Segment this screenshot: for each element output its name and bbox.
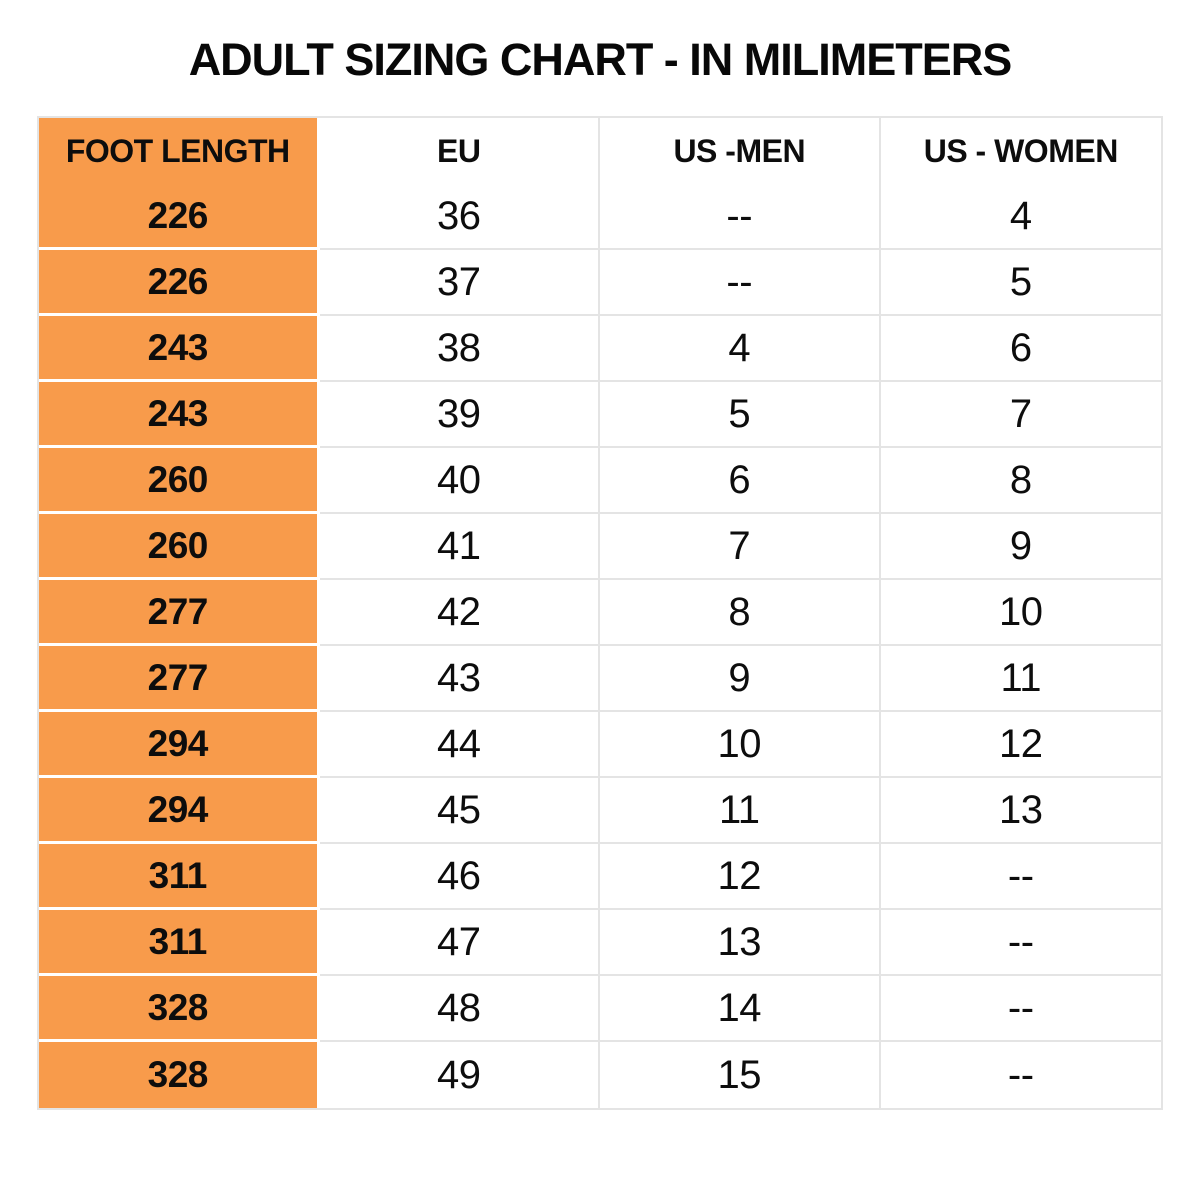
table-row: 243 39 5 7 xyxy=(39,382,1161,448)
table-cell: 15 xyxy=(600,1042,881,1108)
col-header-eu: EU xyxy=(319,118,600,184)
foot-length-cell: 260 xyxy=(39,448,320,514)
foot-length-cell: 328 xyxy=(39,1042,320,1108)
table-cell: -- xyxy=(880,1042,1161,1108)
table-cell: -- xyxy=(880,844,1161,910)
table-cell: 39 xyxy=(319,382,600,448)
foot-length-cell: 260 xyxy=(39,514,320,580)
table-cell: 41 xyxy=(319,514,600,580)
table-cell: 48 xyxy=(319,976,600,1042)
table-cell: 12 xyxy=(880,712,1161,778)
table-cell: 9 xyxy=(600,646,881,712)
table-cell: 6 xyxy=(880,316,1161,382)
table-header: FOOT LENGTH EU US -MEN US - WOMEN xyxy=(39,118,1161,184)
foot-length-cell: 277 xyxy=(39,646,320,712)
table-cell: 7 xyxy=(880,382,1161,448)
table-row: 328 49 15 -- xyxy=(39,1042,1161,1108)
table-cell: 10 xyxy=(880,580,1161,646)
table-cell: 12 xyxy=(600,844,881,910)
foot-length-cell: 226 xyxy=(39,250,320,316)
table-row: 260 41 7 9 xyxy=(39,514,1161,580)
table-cell: -- xyxy=(880,976,1161,1042)
foot-length-cell: 243 xyxy=(39,316,320,382)
foot-length-cell: 311 xyxy=(39,910,320,976)
table-row: 294 45 11 13 xyxy=(39,778,1161,844)
table-row: 294 44 10 12 xyxy=(39,712,1161,778)
table-cell: 5 xyxy=(880,250,1161,316)
col-header-foot-length: FOOT LENGTH xyxy=(39,118,320,184)
table-cell: 47 xyxy=(319,910,600,976)
table-cell: -- xyxy=(600,184,881,250)
table-cell: 44 xyxy=(319,712,600,778)
table-cell: 4 xyxy=(600,316,881,382)
table-cell: 8 xyxy=(880,448,1161,514)
header-row: FOOT LENGTH EU US -MEN US - WOMEN xyxy=(39,118,1161,184)
foot-length-cell: 243 xyxy=(39,382,320,448)
table-row: 226 37 -- 5 xyxy=(39,250,1161,316)
table-cell: 13 xyxy=(880,778,1161,844)
table-cell: 5 xyxy=(600,382,881,448)
table-row: 277 43 9 11 xyxy=(39,646,1161,712)
table-cell: 43 xyxy=(319,646,600,712)
col-header-us-men: US -MEN xyxy=(600,118,881,184)
table-cell: 8 xyxy=(600,580,881,646)
foot-length-cell: 294 xyxy=(39,712,320,778)
foot-length-cell: 328 xyxy=(39,976,320,1042)
table-row: 311 47 13 -- xyxy=(39,910,1161,976)
table-cell: 37 xyxy=(319,250,600,316)
table-row: 328 48 14 -- xyxy=(39,976,1161,1042)
table-cell: 46 xyxy=(319,844,600,910)
foot-length-cell: 226 xyxy=(39,184,320,250)
sizing-table: FOOT LENGTH EU US -MEN US - WOMEN 226 36 -- 4 2… xyxy=(37,116,1163,1110)
table-cell: 14 xyxy=(600,976,881,1042)
foot-length-cell: 294 xyxy=(39,778,320,844)
table-row: 311 46 12 -- xyxy=(39,844,1161,910)
table-row: 260 40 6 8 xyxy=(39,448,1161,514)
table-cell: 40 xyxy=(319,448,600,514)
col-header-us-women: US - WOMEN xyxy=(880,118,1161,184)
table-cell: -- xyxy=(600,250,881,316)
table-cell: 45 xyxy=(319,778,600,844)
table-cell: 7 xyxy=(600,514,881,580)
table-row: 277 42 8 10 xyxy=(39,580,1161,646)
table-cell: 4 xyxy=(880,184,1161,250)
foot-length-cell: 277 xyxy=(39,580,320,646)
table-cell: 36 xyxy=(319,184,600,250)
table-cell: 49 xyxy=(319,1042,600,1108)
table-cell: 6 xyxy=(600,448,881,514)
table-cell: 11 xyxy=(600,778,881,844)
table-cell: 38 xyxy=(319,316,600,382)
foot-length-cell: 311 xyxy=(39,844,320,910)
table-cell: 11 xyxy=(880,646,1161,712)
table-cell: 13 xyxy=(600,910,881,976)
table-cell: 9 xyxy=(880,514,1161,580)
table-row: 243 38 4 6 xyxy=(39,316,1161,382)
page-title: ADULT SIZING CHART - IN MILIMETERS xyxy=(188,34,1013,85)
table-row: 226 36 -- 4 xyxy=(39,184,1161,250)
table-cell: 10 xyxy=(600,712,881,778)
table-cell: -- xyxy=(880,910,1161,976)
table-cell: 42 xyxy=(319,580,600,646)
table-body: 226 36 -- 4 226 37 -- 5 243 38 4 6 243 39 5 7 260 40 6 8 260… xyxy=(39,184,1161,1108)
